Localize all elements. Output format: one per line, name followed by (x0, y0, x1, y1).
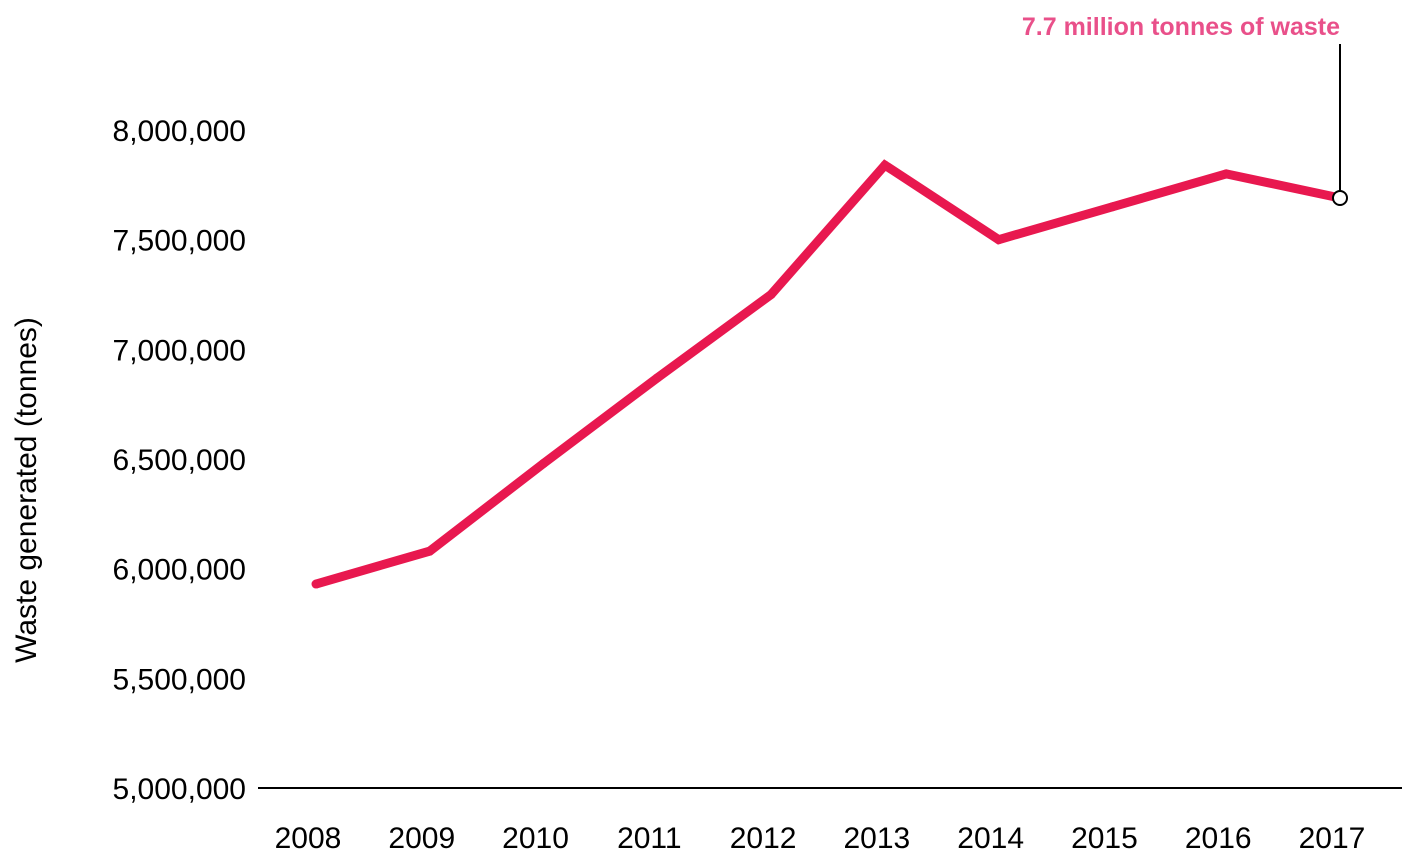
data-point-2010 (539, 458, 549, 468)
x-tick-label: 2015 (1071, 822, 1138, 855)
x-tick-label: 2016 (1185, 822, 1252, 855)
y-axis-tick-labels: 5,000,000 5,500,000 6,000,000 6,500,000 7,00… (113, 115, 246, 806)
x-tick-label: 2017 (1299, 822, 1366, 855)
y-axis-title: Waste generated (tonnes) (10, 317, 43, 663)
data-point-2012 (766, 290, 776, 299)
data-point-2015 (1107, 202, 1117, 212)
y-tick-label: 8,000,000 (113, 115, 246, 148)
data-point-2014 (994, 235, 1004, 245)
annotation-marker (1332, 189, 1348, 206)
annotation-label: 7.7 million tonnes of waste (1022, 13, 1340, 41)
x-tick-label: 2012 (730, 822, 797, 855)
x-tick-label: 2013 (844, 822, 911, 855)
x-tick-label: 2009 (388, 822, 455, 855)
x-tick-label: 2010 (502, 822, 569, 855)
data-point-2011 (652, 373, 662, 383)
y-tick-label: 5,500,000 (113, 663, 246, 696)
x-tick-label: 2008 (275, 822, 342, 855)
data-point-2009 (425, 546, 435, 556)
x-axis-tick-labels: 2008 2009 2010 2011 2012 2013 2014 2015 2016 2017 (275, 822, 1366, 855)
y-tick-label: 5,000,000 (113, 773, 246, 806)
y-tick-label: 7,000,000 (113, 334, 246, 367)
y-tick-label: 6,000,000 (113, 554, 246, 587)
x-tick-label: 2011 (617, 822, 682, 855)
data-point-2008 (311, 579, 321, 589)
series-line (314, 159, 1341, 589)
data-point-2016 (1221, 169, 1231, 179)
y-tick-label: 6,500,000 (113, 444, 246, 477)
data-point-2013 (880, 160, 890, 170)
y-tick-label: 7,500,000 (113, 225, 246, 258)
x-tick-label: 2014 (957, 822, 1024, 855)
